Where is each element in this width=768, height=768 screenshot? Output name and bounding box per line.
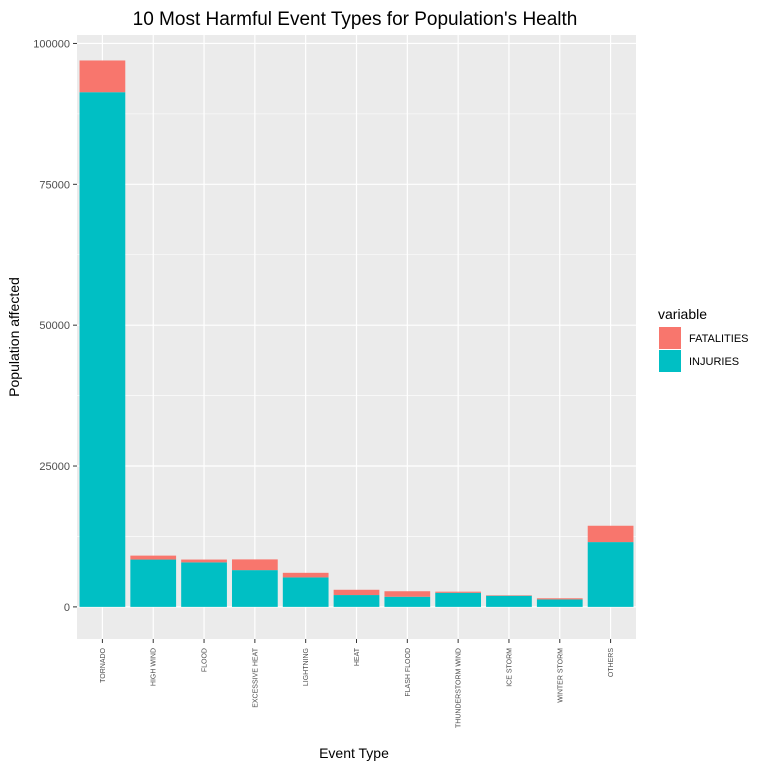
bar-fatalities-heat [333,589,380,596]
x-tick-label: FLASH FLOOD [405,648,412,697]
x-tick-label: ICE STORM [506,648,513,687]
y-tick-label: 0 [64,602,70,614]
x-tick-label: TORNADO [100,647,107,682]
x-tick-label: HEAT [354,647,361,666]
legend-swatch-fatalities [659,327,681,349]
bar-injuries-others [587,542,634,607]
x-tick-label: LIGHTNING [303,648,310,686]
bar-injuries-excessive-heat [231,570,278,607]
bar-injuries-lightning [282,577,329,607]
bar-fatalities-others [587,525,634,543]
chart-title: 10 Most Harmful Event Types for Populati… [133,9,578,30]
x-tick-label: WINTER STORM [557,648,564,703]
y-tick-label: 100000 [33,38,70,50]
x-tick-label: HIGH WIND [151,648,158,686]
y-tick-label: 75000 [39,179,70,191]
bar-fatalities-flash-flood [384,591,431,597]
bar-injuries-thunderstorm-wind [435,592,482,607]
bar-fatalities-flood [181,559,227,563]
legend-label-fatalities: FATALITIES [689,333,749,345]
x-axis: TORNADO HIGH WIND FLOOD EXCESSIVE HEAT LIGHT… [100,639,615,728]
bar-injuries-flash-flood [384,596,431,607]
bar-injuries-flood [181,562,227,607]
bar-injuries-tornado [79,92,126,607]
x-tick-label: OTHERS [608,648,615,678]
legend: variable FATALITIES INJURIES [658,306,749,372]
bar-fatalities-high-wind [130,555,177,560]
bars [79,60,634,607]
y-axis-title: Population affected [6,277,22,397]
x-tick-label: EXCESSIVE HEAT [252,647,259,708]
bar-fatalities-lightning [282,572,329,578]
y-tick-label: 25000 [39,461,70,473]
x-tick-label: FLOOD [202,648,209,672]
bar-injuries-heat [333,595,380,607]
bar-fatalities-ice-storm [486,595,532,596]
bar-fatalities-excessive-heat [231,559,278,571]
x-axis-title: Event Type [319,745,389,761]
bar-fatalities-thunderstorm-wind [435,591,482,593]
y-tick-label: 50000 [39,320,70,332]
legend-title: variable [658,306,707,322]
legend-label-injuries: INJURIES [689,356,739,368]
bar-injuries-ice-storm [486,595,532,607]
bar-injuries-winter-storm [536,599,583,607]
bar-injuries-high-wind [130,559,177,607]
x-tick-label: THUNDERSTORM WIND [456,648,463,728]
y-axis: 0 25000 50000 75000 100000 [33,38,77,614]
bar-fatalities-tornado [79,60,126,93]
legend-swatch-injuries [659,350,681,372]
bar-fatalities-winter-storm [536,598,583,600]
